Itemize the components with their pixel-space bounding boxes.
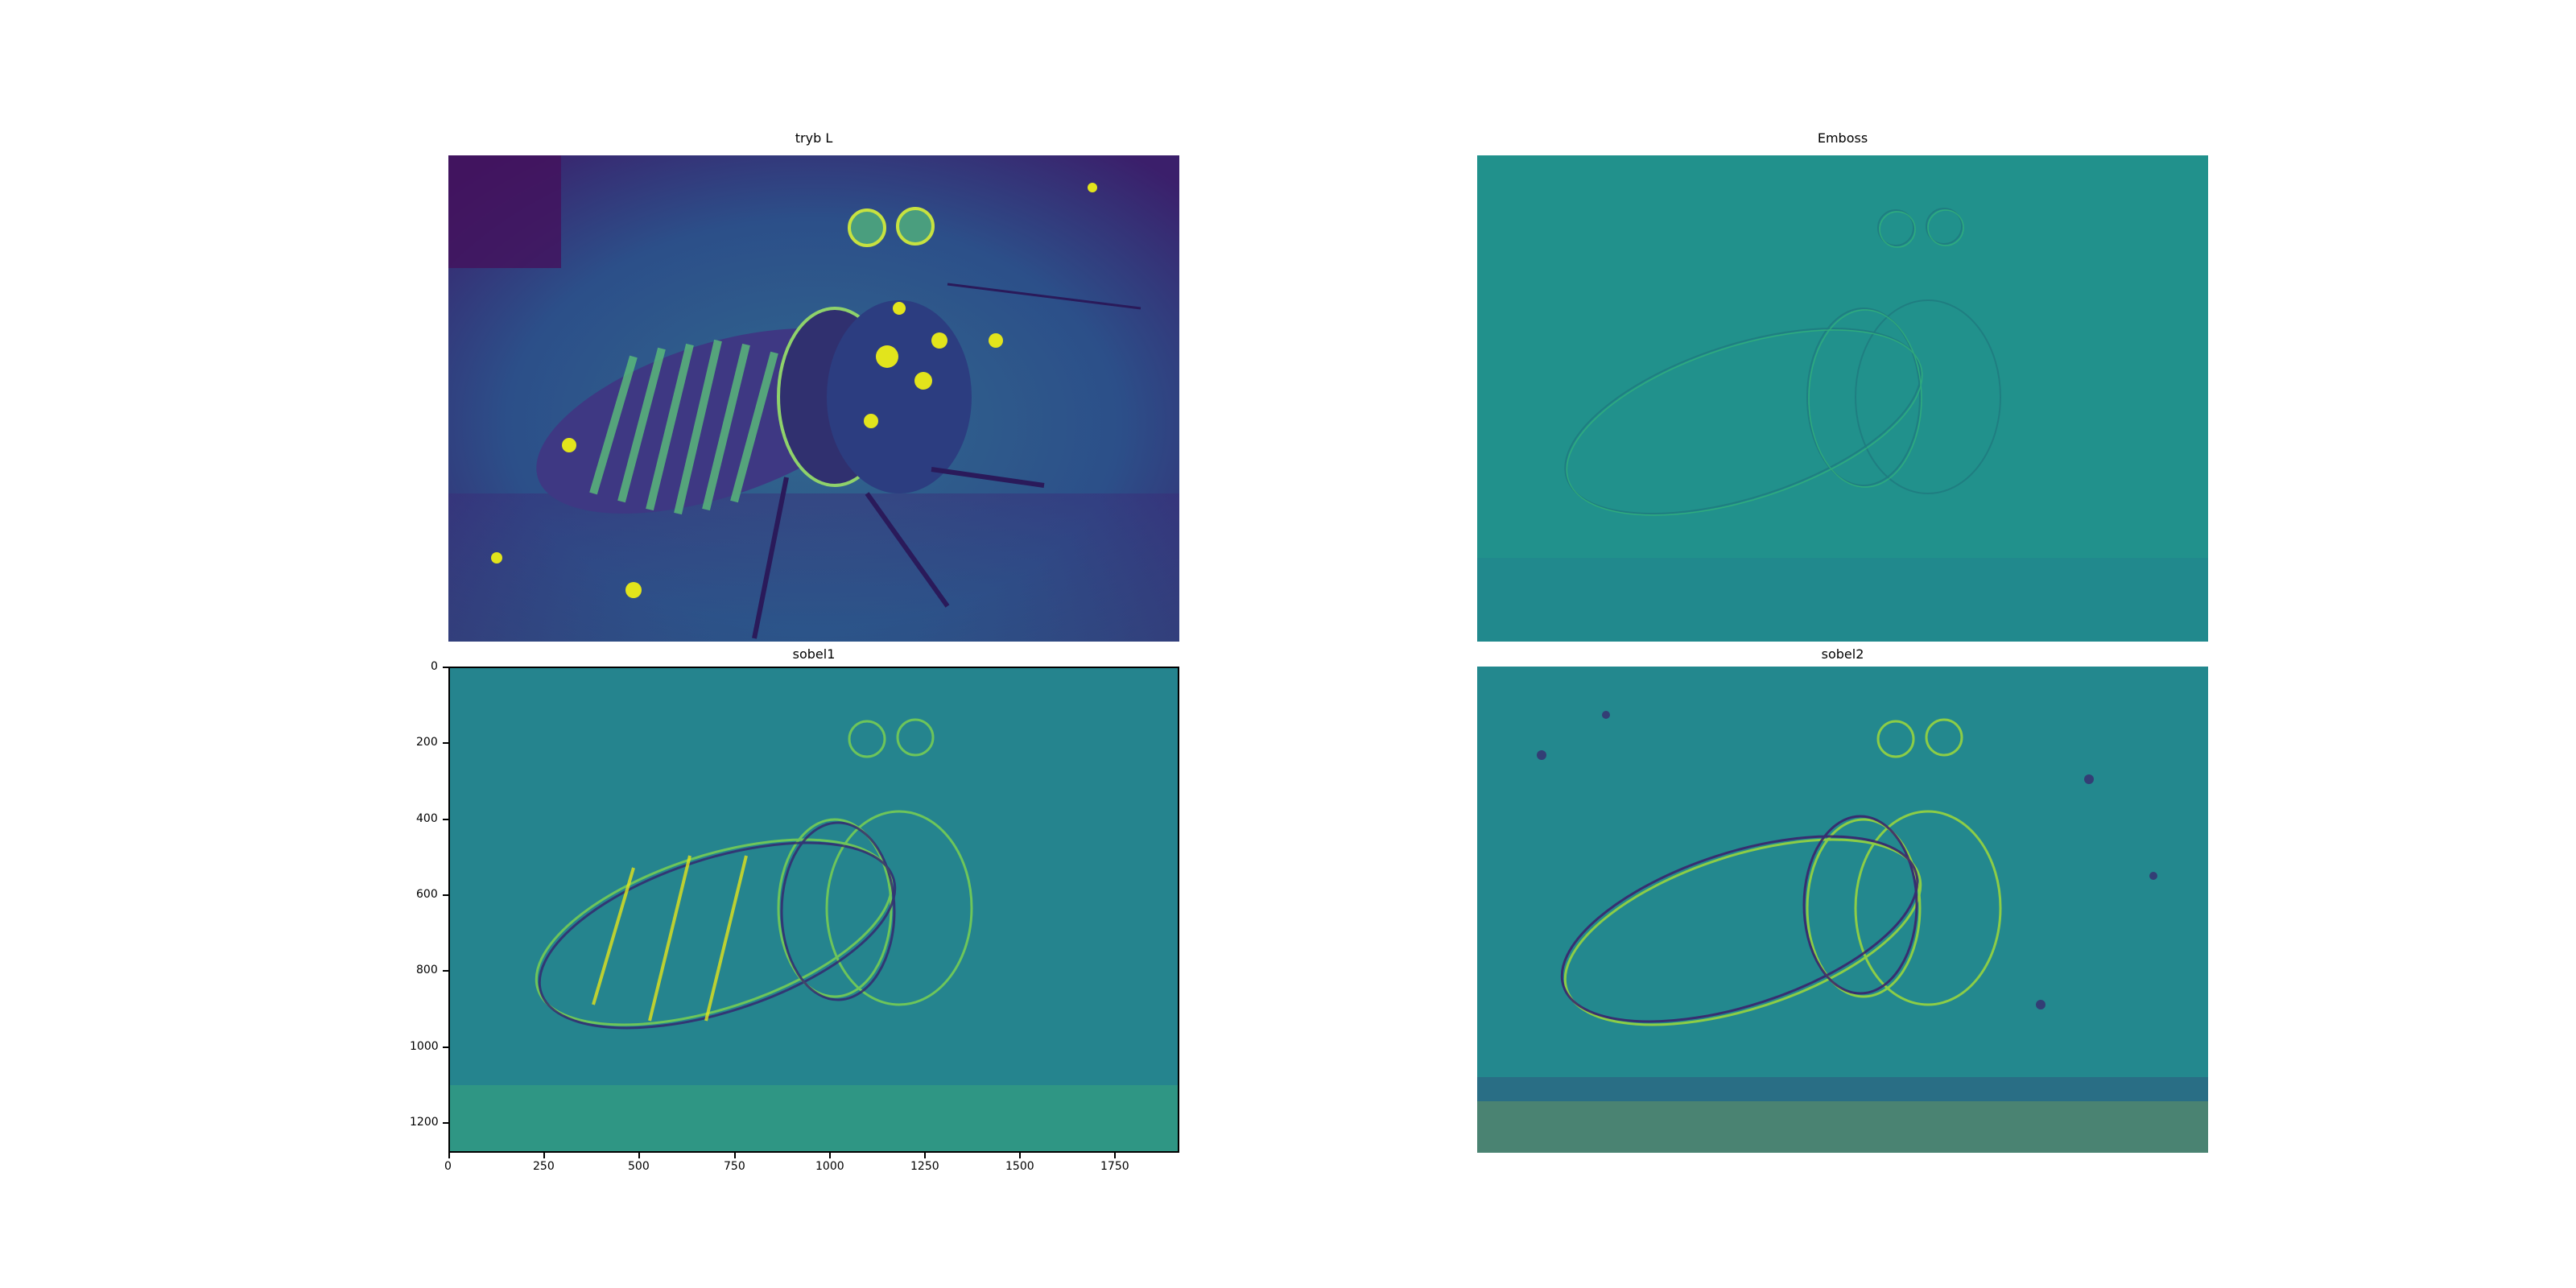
x-tick-label: 500 — [628, 1160, 650, 1173]
panel-title-tryb-l: tryb L — [795, 130, 833, 146]
x-tick-label: 1500 — [1005, 1160, 1034, 1173]
y-tick-label: 800 — [416, 964, 438, 976]
y-tick-label: 400 — [416, 812, 438, 825]
x-tick-label: 250 — [533, 1160, 555, 1173]
image-sobel1-area — [448, 667, 1179, 1153]
y-tick-label: 200 — [416, 736, 438, 749]
x-tick-mark — [638, 1153, 640, 1158]
x-tick-label: 1750 — [1100, 1160, 1129, 1173]
x-tick-label: 750 — [724, 1160, 745, 1173]
x-tick-label: 0 — [444, 1160, 452, 1173]
panel-sobel1: sobel1 0 — [410, 642, 1179, 1173]
x-tick-mark — [1114, 1153, 1116, 1158]
panel-title-sobel2: sobel2 — [1821, 646, 1864, 662]
y-tick-label: 1200 — [410, 1116, 439, 1129]
x-tick-mark — [734, 1153, 736, 1158]
y-tick-label: 0 — [431, 660, 438, 673]
image-sobel1 — [448, 667, 1179, 1153]
panel-sobel2: sobel2 — [1477, 642, 2208, 1153]
image-sobel2 — [1477, 667, 2208, 1153]
y-tick-mark — [443, 667, 448, 668]
panel-emboss: Emboss — [1477, 131, 2208, 642]
y-tick-mark — [443, 1046, 448, 1048]
y-tick-label: 600 — [416, 888, 438, 901]
panel-title-emboss: Emboss — [1817, 130, 1868, 146]
image-tryb-l — [448, 155, 1179, 642]
image-emboss — [1477, 155, 2208, 642]
panel-tryb-l: tryb L — [448, 131, 1179, 642]
y-tick-mark — [443, 1122, 448, 1124]
x-tick-label: 1250 — [910, 1160, 939, 1173]
x-tick-mark — [1019, 1153, 1021, 1158]
y-tick-mark — [443, 970, 448, 972]
y-tick-mark — [443, 742, 448, 744]
y-tick-mark — [443, 819, 448, 820]
x-tick-mark — [829, 1153, 831, 1158]
x-tick-mark — [543, 1153, 545, 1158]
y-tick-label: 1000 — [410, 1040, 439, 1053]
x-tick-label: 1000 — [815, 1160, 844, 1173]
x-tick-mark — [448, 1153, 450, 1158]
y-tick-mark — [443, 894, 448, 896]
x-tick-mark — [924, 1153, 926, 1158]
panel-title-sobel1: sobel1 — [792, 646, 836, 662]
